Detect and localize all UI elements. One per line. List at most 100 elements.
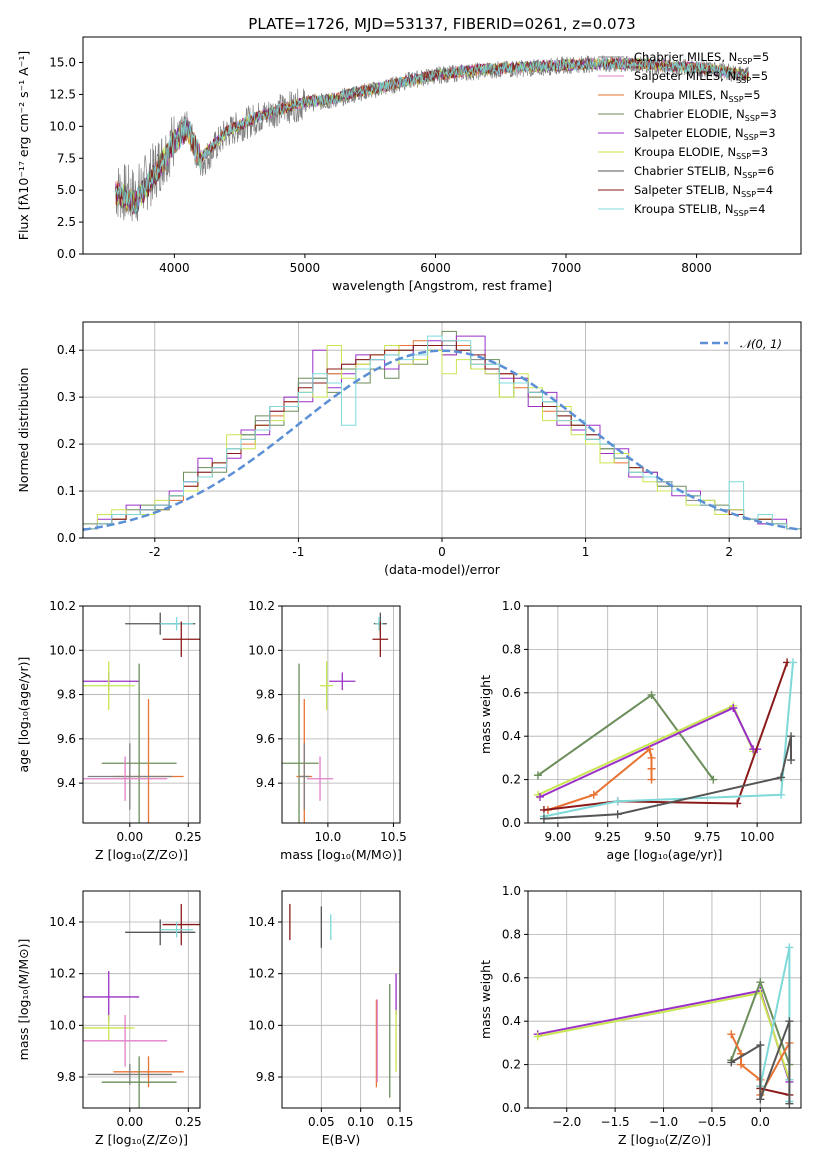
y-tick-label: 0.2	[57, 437, 76, 451]
panel-mass-vs-Z: 0.00 0.25 9.8 10.0 10.2 10.4 Z [log₁₀(Z/Z⊙)] ma…	[16, 890, 202, 1147]
weight-point	[756, 988, 765, 997]
x-tick-label: 10.5	[380, 830, 407, 844]
y-tick-label: 10.4	[49, 915, 76, 929]
x-tick-label: 9.75	[694, 830, 721, 844]
legend-subscript: SSP	[736, 152, 751, 161]
plot-frame	[82, 36, 802, 255]
x-axis-label: Z [log₁₀(Z/Z⊙)]	[95, 847, 188, 862]
y-tick-label: 9.4	[256, 776, 275, 790]
legend-nssp: =3	[760, 107, 777, 121]
error-cross-1	[160, 617, 193, 631]
x-tick-label: 0.0	[751, 1115, 770, 1129]
weight-point	[756, 1041, 765, 1050]
y-tick-label: 0.8	[502, 927, 521, 941]
y-tick-label: 0.0	[502, 816, 521, 830]
panel-age-vs-mass: 10.0 10.5 9.4 9.6 9.8 10.0 10.2 mass [log₁₀(M/M…	[248, 599, 407, 862]
legend-nssp: =4	[756, 183, 773, 197]
y-tick-label: 10.0	[248, 643, 275, 657]
y-tick-label: 9.8	[57, 688, 76, 702]
x-tick-label: 1	[582, 545, 590, 559]
legend-nssp: =4	[749, 202, 766, 216]
plot-area	[533, 658, 798, 823]
legend-series-name: Salpeter ELODIE, N	[634, 126, 744, 140]
y-tick-label: 0.3	[57, 390, 76, 404]
error-cross-1	[375, 617, 383, 631]
weight-line-0	[537, 693, 715, 781]
y-tick-label: 12.5	[49, 87, 76, 101]
error-cross-3	[329, 672, 356, 691]
legend-entry: Chabrier STELIB, NSSP=6	[634, 164, 774, 180]
y-tick-label: 10.2	[248, 599, 275, 613]
plot-frame	[281, 890, 401, 1109]
y-tick-label: 0.0	[57, 531, 76, 545]
error-cross-1	[125, 919, 196, 946]
y-tick-label: 9.4	[57, 776, 76, 790]
legend-nssp: =5	[744, 88, 761, 102]
y-tick-label: 0.6	[502, 971, 521, 985]
x-axis-label: Z [log₁₀(Z/Z⊙)]	[618, 1132, 711, 1147]
x-tick-label: 0.25	[175, 830, 202, 844]
y-tick-label: 0.4	[502, 729, 521, 743]
grid-lines	[282, 605, 400, 823]
x-tick-label: 0.05	[308, 1115, 335, 1129]
weight-point	[727, 1058, 736, 1067]
y-tick-label: 10.0	[49, 643, 76, 657]
y-tick-label: 9.8	[57, 1070, 76, 1084]
legend-series-name: Chabrier MILES, N	[634, 50, 737, 64]
y-tick-label: 10.2	[49, 967, 76, 981]
legend-series-name: Chabrier ELODIE, N	[634, 107, 745, 121]
x-tick-label: 4000	[159, 261, 190, 275]
legend-series-name: Kroupa ELODIE, N	[634, 145, 736, 159]
plot-area	[289, 903, 397, 1098]
weight-point	[777, 773, 786, 782]
x-axis-label: (data-model)/error	[384, 562, 501, 577]
plot-area	[83, 330, 801, 538]
legend: 𝒩(0, 1)	[700, 337, 782, 351]
weight-point	[539, 814, 548, 823]
legend-series-name: Kroupa MILES, N	[634, 88, 729, 102]
x-tick-label: −1.0	[649, 1115, 678, 1129]
error-cross-4	[83, 1015, 135, 1041]
weight-line-5	[543, 662, 794, 818]
error-cross-2	[372, 621, 389, 657]
x-tick-label: 6000	[420, 261, 451, 275]
x-tick-label: 0.25	[175, 1115, 202, 1129]
plot-area	[533, 943, 794, 1108]
plot-frame	[82, 605, 201, 824]
legend-subscript: SSP	[742, 171, 757, 180]
weight-point	[785, 1017, 794, 1026]
y-tick-label: 1.0	[502, 599, 521, 613]
legend-entry: Salpeter STELIB, NSSP=4	[634, 183, 773, 199]
x-axis-label: mass [log₁₀(M/M⊙)]	[280, 847, 402, 862]
y-tick-label: 0.0	[502, 1101, 521, 1115]
y-tick-label: 10.0	[49, 119, 76, 133]
legend-entry: Salpeter ELODIE, NSSP=3	[634, 126, 776, 142]
legend-nssp: =3	[751, 145, 768, 159]
legend-series-name: Salpeter STELIB, N	[634, 183, 741, 197]
weight-point	[736, 1060, 745, 1069]
error-cross-2	[162, 621, 200, 657]
gaussian-curve	[83, 349, 801, 532]
weight-point	[647, 690, 656, 699]
x-tick-label: −0.5	[697, 1115, 726, 1129]
legend-subscript: SSP	[741, 190, 756, 199]
y-tick-label: 10.2	[49, 599, 76, 613]
panel-spectrum: 4000 5000 6000 7000 8000 0.0 2.5 5.0 7.5 10.0 12.5…	[16, 15, 802, 293]
y-axis-label: mass weight	[478, 675, 493, 754]
plot-frame	[527, 605, 802, 824]
weight-point	[535, 792, 544, 801]
plot-frame	[82, 321, 802, 539]
plot-area	[83, 612, 200, 823]
legend-nssp: =5	[752, 50, 769, 64]
legend-entry: Salpeter MILES, NSSP=5	[634, 69, 768, 85]
legend-series-name: Chabrier STELIB, N	[634, 164, 742, 178]
weight-point	[613, 797, 622, 806]
weight-point	[647, 753, 656, 762]
y-tick-label: 7.5	[57, 151, 76, 165]
weight-point	[733, 799, 742, 808]
grid-lines	[528, 605, 801, 824]
weight-point	[729, 703, 738, 712]
y-tick-label: 0.0	[57, 247, 76, 261]
x-tick-label: -1	[292, 545, 304, 559]
